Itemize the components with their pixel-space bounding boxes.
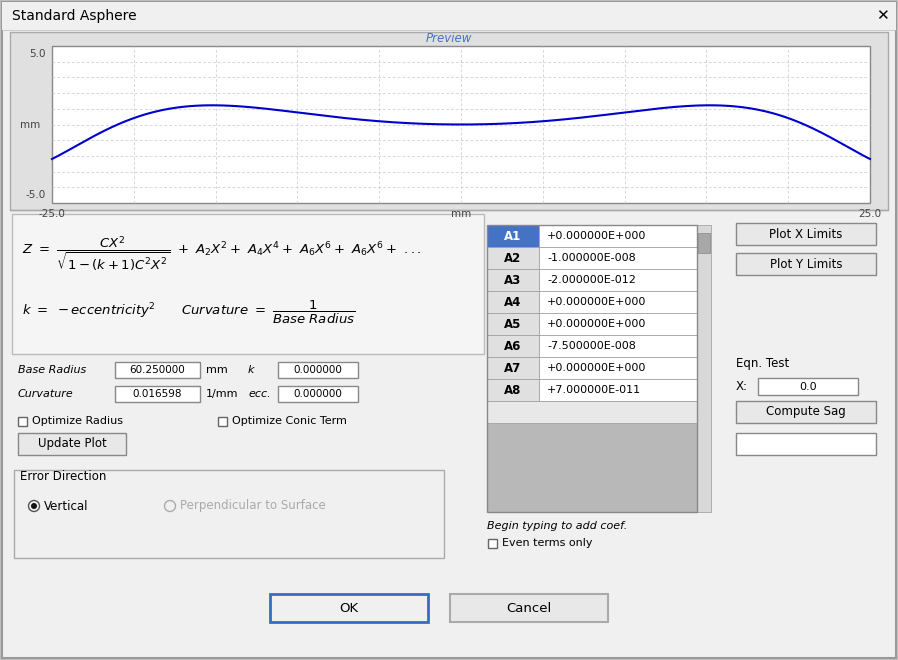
Text: mm: mm [451, 209, 471, 219]
Text: Standard Asphere: Standard Asphere [12, 9, 136, 23]
Text: mm: mm [206, 365, 228, 375]
Text: Plot X Limits: Plot X Limits [770, 228, 842, 240]
Text: k: k [248, 365, 254, 375]
Bar [487, 247, 539, 269]
Text: Preview: Preview [426, 32, 472, 44]
Bar [736, 433, 876, 455]
Text: 0.000000: 0.000000 [294, 365, 342, 375]
Text: Cancel: Cancel [506, 601, 551, 614]
Bar [487, 357, 539, 379]
Text: Base Radius: Base Radius [18, 365, 86, 375]
Bar [487, 313, 539, 335]
Text: Compute Sag: Compute Sag [766, 405, 846, 418]
Bar [115, 386, 200, 402]
Bar [10, 32, 888, 210]
Text: ✕: ✕ [876, 9, 888, 24]
Bar [698, 233, 710, 253]
Bar [487, 225, 539, 247]
Text: mm: mm [20, 119, 40, 129]
Text: 0.0: 0.0 [799, 381, 817, 391]
Bar [487, 291, 539, 313]
Text: 0.016598: 0.016598 [133, 389, 182, 399]
Text: $Z\ =\ \dfrac{CX^2}{\sqrt{1-(k+1)C^2X^2}}\ +\ A_2X^2+\ A_4X^4+\ A_6X^6+\ A_6X^6+: $Z\ =\ \dfrac{CX^2}{\sqrt{1-(k+1)C^2X^2}… [22, 234, 422, 273]
Text: +0.000000E+000: +0.000000E+000 [547, 319, 647, 329]
Text: 0.000000: 0.000000 [294, 389, 342, 399]
Bar [487, 225, 697, 512]
Bar [18, 433, 126, 455]
Bar [52, 46, 870, 203]
Text: A8: A8 [505, 383, 522, 397]
Bar [539, 335, 697, 357]
Text: +0.000000E+000: +0.000000E+000 [547, 297, 647, 307]
Bar [12, 214, 484, 354]
Text: Perpendicular to Surface: Perpendicular to Surface [180, 500, 326, 513]
Text: -7.500000E-008: -7.500000E-008 [547, 341, 636, 351]
Bar [697, 225, 711, 512]
Text: -2.000000E-012: -2.000000E-012 [547, 275, 636, 285]
Text: -25.0: -25.0 [39, 209, 66, 219]
Bar [487, 423, 697, 512]
Text: A7: A7 [505, 362, 522, 374]
Bar [539, 247, 697, 269]
Bar [736, 401, 876, 423]
Text: -1.000000E-008: -1.000000E-008 [547, 253, 636, 263]
Bar [270, 594, 428, 622]
Text: Begin typing to add coef.: Begin typing to add coef. [487, 521, 627, 531]
Bar [487, 335, 539, 357]
Bar [758, 378, 858, 395]
Text: -5.0: -5.0 [26, 190, 46, 200]
Bar [487, 401, 697, 423]
Text: 5.0: 5.0 [30, 49, 46, 59]
Bar [115, 362, 200, 378]
Text: Eqn. Test: Eqn. Test [736, 358, 789, 370]
Bar [539, 313, 697, 335]
Bar [487, 379, 539, 401]
Text: Curvature: Curvature [18, 389, 74, 399]
Text: ecc.: ecc. [248, 389, 270, 399]
Bar [218, 417, 227, 426]
Text: A4: A4 [505, 296, 522, 308]
Bar [18, 417, 27, 426]
Text: A1: A1 [505, 230, 522, 242]
Bar [736, 223, 876, 245]
Bar [487, 269, 539, 291]
Bar [278, 386, 358, 402]
Text: OK: OK [339, 601, 358, 614]
Bar [2, 2, 896, 30]
Text: Update Plot: Update Plot [38, 438, 106, 451]
Text: A2: A2 [505, 251, 522, 265]
Text: Vertical: Vertical [44, 500, 89, 513]
Text: Error Direction: Error Direction [20, 469, 106, 482]
Text: A5: A5 [505, 317, 522, 331]
Circle shape [31, 503, 37, 509]
Text: A6: A6 [505, 339, 522, 352]
Bar [539, 269, 697, 291]
Text: +0.000000E+000: +0.000000E+000 [547, 363, 647, 373]
Text: 25.0: 25.0 [858, 209, 882, 219]
Text: Optimize Conic Term: Optimize Conic Term [232, 416, 347, 426]
Text: Optimize Radius: Optimize Radius [32, 416, 123, 426]
Text: Even terms only: Even terms only [502, 539, 593, 548]
Text: +0.000000E+000: +0.000000E+000 [547, 231, 647, 241]
Bar [450, 594, 608, 622]
Bar [488, 539, 497, 548]
Bar [539, 225, 697, 247]
Text: 1/mm: 1/mm [206, 389, 239, 399]
Bar [539, 291, 697, 313]
Text: A3: A3 [505, 273, 522, 286]
Text: $k\ =\ -eccentricity^2\qquad Curvature\ =\ \dfrac{1}{Base\ Radius}$: $k\ =\ -eccentricity^2\qquad Curvature\ … [22, 298, 356, 325]
Bar [14, 470, 444, 558]
Text: Plot Y Limits: Plot Y Limits [770, 257, 842, 271]
Text: +7.000000E-011: +7.000000E-011 [547, 385, 641, 395]
Bar [736, 253, 876, 275]
Text: 60.250000: 60.250000 [129, 365, 185, 375]
Bar [539, 357, 697, 379]
Bar [539, 379, 697, 401]
Text: X:: X: [736, 379, 748, 393]
Bar [278, 362, 358, 378]
